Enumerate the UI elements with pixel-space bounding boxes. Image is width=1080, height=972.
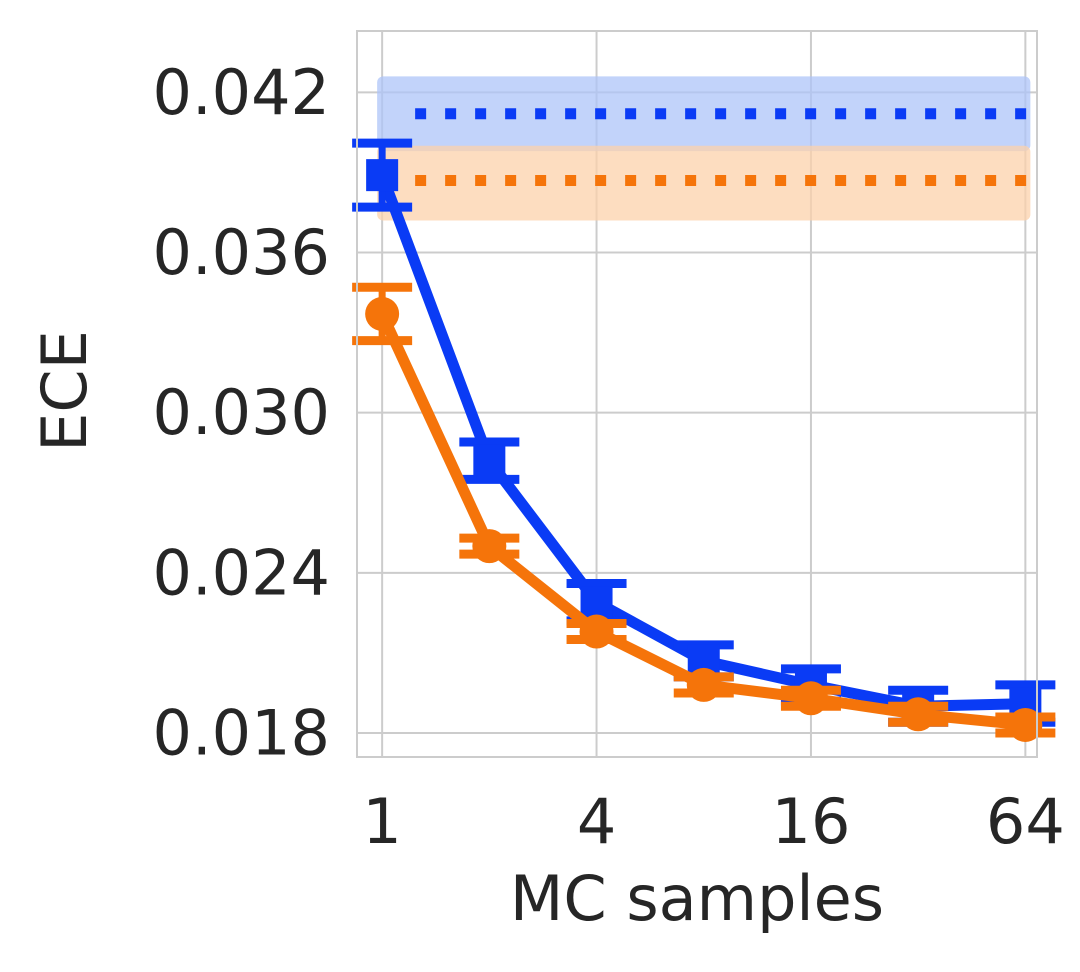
data-point [473, 444, 506, 477]
plot-frame [356, 30, 1038, 758]
series [352, 138, 1056, 742]
data-point [366, 159, 399, 192]
x-axis-label: MC samples [510, 862, 884, 935]
x-tick-label: 1 [362, 785, 401, 858]
x-tick-label: 16 [772, 785, 851, 858]
data-point [793, 681, 828, 716]
x-tick-labels: 1 4 16 64 [362, 785, 1064, 858]
y-tick-label: 0.042 [153, 56, 331, 129]
baseline-band [377, 76, 1031, 152]
data-point [579, 614, 614, 649]
x-tick-label: 64 [986, 785, 1065, 858]
data-point [1008, 707, 1043, 742]
data-point [901, 697, 936, 732]
y-tick-label: 0.036 [153, 216, 331, 289]
baseline-band [377, 145, 1031, 221]
data-point [472, 529, 507, 564]
y-tick-label: 0.024 [153, 536, 331, 609]
data-point [686, 667, 721, 702]
y-axis-label: ECE [28, 330, 101, 452]
series-group [352, 282, 1056, 742]
data-point [365, 296, 400, 331]
y-tick-label: 0.030 [153, 376, 331, 449]
y-tick-labels: 0.018 0.024 0.030 0.036 0.042 [153, 56, 331, 770]
baseline-bands [377, 76, 1034, 221]
series-group [352, 138, 1056, 727]
x-tick-label: 4 [577, 785, 616, 858]
y-tick-label: 0.018 [153, 696, 331, 769]
data-point [580, 586, 613, 619]
